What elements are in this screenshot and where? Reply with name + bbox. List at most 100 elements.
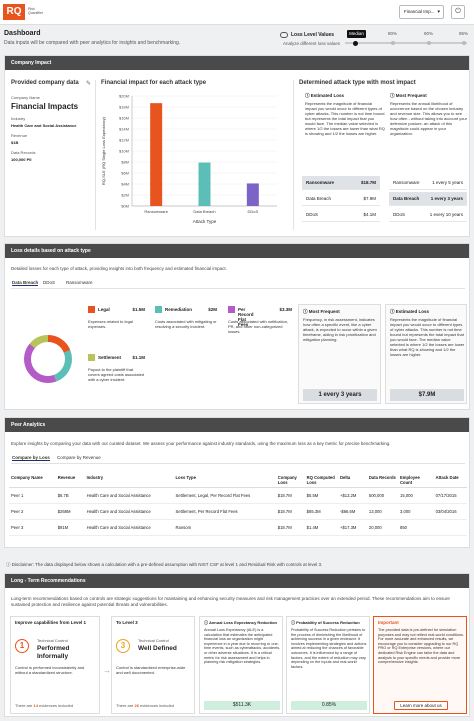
frequency-row-value: 1 every 3 years [430,196,463,201]
frequency-row: Data Breach 1 every 3 years [389,192,467,206]
loss-level-slider[interactable] [345,42,467,44]
chevron-down-icon: ▾ [437,9,440,15]
frequency-row: DDoS 1 every 10 years [389,208,467,222]
median-label: Median [347,30,366,38]
tab-ddos[interactable]: DDoS [43,280,56,285]
loss-row: Ransomware $18.7M [302,176,380,190]
company-name-label: Company Name [11,95,40,100]
y-tick-label: $10M [119,149,129,154]
recommendations-section: Long - Term Recommendations Long-term re… [4,573,470,717]
level3-name: Well Defined [138,645,177,652]
industry-label: Industry [11,116,26,121]
loss-item-label: Per Record Flat Fees [238,307,254,327]
frequency-row-name: Data Breach [393,196,420,201]
tab-compare-by-loss[interactable]: Compare by Loss [12,455,50,461]
learn-more-button[interactable]: Learn more about us [394,701,448,710]
bar-data-breach[interactable] [198,162,211,206]
arrow-right-icon: → [103,666,111,675]
psr-title-text: Probability of Success Reduction [296,620,360,625]
important-title: Important [378,620,399,625]
ale-title: ⓘ Annual Loss Expectancy Reduction [204,620,277,625]
company-impact-header: Company Impact [5,56,469,70]
table-cell: $6.7B [55,487,85,504]
estimated-loss-text: Represents the magnitude of financial im… [305,101,385,136]
loss-details-description: Detailed losses for each type of attack,… [11,266,227,271]
divider [11,288,465,289]
most-frequent-text: Frequency, in risk assessment, indicates… [303,317,377,342]
column-header: RQ Computed Loss [304,473,338,488]
table-cell: Settlement, Legal, Per Record Flat Fees [173,487,276,504]
y-tick-label: $12M [119,138,129,143]
column-header: Company Name [9,473,56,488]
loss-levels-subtitle: Analyze different loss values [283,41,340,46]
table-row[interactable]: Peer 1 $6.7B Health Care and Social Assist… [9,487,467,504]
column-header: Data Records [366,473,399,488]
table-cell: Peer 3 [9,519,56,536]
y-tick-label: $8M [121,160,129,165]
slider-handle[interactable] [353,41,358,46]
table-cell: +$17.3M [338,519,367,536]
peer-analytics-section: Peer Analytics Explore insights by compa… [4,417,470,548]
info-icon: ⓘ [390,309,396,314]
most-frequent-text: Represents the annual likelihood of occu… [390,101,467,136]
level1-name: Performed Informally [37,645,70,660]
y-axis-label: RQ-SLE (RQ Single Loss Expectancy) [101,116,106,185]
ale-title-text: Annual Loss Expectancy Reduction [208,620,277,625]
toggle-icon[interactable] [280,32,288,38]
tab-data-breach[interactable]: Data Breach [12,280,39,286]
level3-desc: Control is standardized enterprise-wide … [116,665,186,675]
loss-item-amount: $2M [208,307,217,312]
frequency-row-value: 1 every 5 years [432,180,463,185]
p90-label: 90% [424,31,434,36]
loss-row-name: Ransomware [306,180,335,185]
slider-stop-80[interactable] [391,41,395,45]
loss-item-description: Costs associated with mitigating or reso… [155,319,217,329]
column-header: Attack Date [433,473,467,488]
table-cell: Health Care and Social Assistance [84,487,174,504]
slider-stop-90[interactable] [427,41,431,45]
loss-item-amount: $1.5M [132,307,145,312]
rq-logo[interactable]: RQ [3,4,25,20]
level1-label: Technical Control [37,638,68,643]
estimated-loss-card: ⓘ Estimated Loss Represents the magnitud… [385,304,467,404]
provided-data-title: Provided company data [11,80,79,86]
organization-select[interactable]: Financial Imp... ▾ [399,5,444,19]
tab-compare-by-revenue[interactable]: Compare by Revenue [57,455,101,460]
improve-title: Improve capabilities from Level 1 [15,620,87,625]
table-cell: $18.7M [275,487,305,504]
loss-item-amount: $3.3M [279,307,292,312]
company-impact-section: Company Impact Provided company data ✎ C… [4,55,470,237]
info-icon: ⓘ [291,620,297,625]
donut-slice-legal[interactable] [48,335,71,353]
table-cell: Peer 2 [9,503,56,520]
table-cell: 13,000 [366,503,399,520]
bar-ddos[interactable] [246,183,259,206]
bar-ransomware[interactable] [150,103,163,206]
x-tick-label: Data Breach [193,209,215,214]
table-cell: $5.5M [304,487,338,504]
recommendations-header: Long - Term Recommendations [5,574,469,588]
frequency-row-name: Ransomware [393,180,420,185]
y-tick-label: $18M [119,105,129,110]
level1-evidence: There are 14 evidences included [15,703,73,708]
p80-label: 80% [388,31,398,36]
loss-item-amount: $1.1M [132,355,145,360]
table-row[interactable]: Peer 3 $91M Health Care and Social Assista… [9,519,467,536]
donut-slice-settlement[interactable] [29,335,48,349]
table-cell: 3,000 [398,503,434,520]
company-name: Financial Impacts [11,102,79,111]
tab-ransomware[interactable]: Ransomware [66,280,93,285]
edit-icon[interactable]: ✎ [86,81,92,87]
table-cell: 03/04/2016 [433,503,467,520]
power-icon[interactable]: ⏻ [451,5,465,19]
table-row[interactable]: Peer 2 $268M Health Care and Social Assist… [9,503,467,520]
donut-slice-remediation[interactable] [53,350,72,382]
important-card: Important The provided data is pre-defin… [373,616,467,714]
estimated-loss-text: Represents the magnitude of financial im… [390,317,465,357]
y-tick-label: $16M [119,116,129,121]
donut-slice-per-record-flat-fees[interactable] [24,343,57,383]
table-cell: 850 [398,519,434,536]
y-tick-label: $20M [119,94,129,99]
slider-stop-95[interactable] [462,41,466,45]
table-header-row: Company Name Revenue Industry Loss Type Comp… [9,473,467,488]
